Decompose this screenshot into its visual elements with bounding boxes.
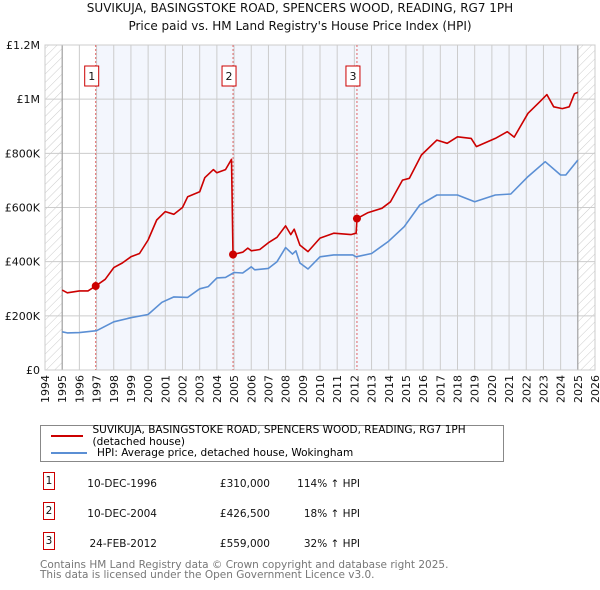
x-tick-label: 2008 [280, 375, 293, 403]
y-tick-label: £600K [5, 202, 41, 215]
x-tick-label: 2019 [469, 375, 482, 403]
sale-point [91, 282, 100, 291]
x-tick-label: 2020 [486, 375, 499, 403]
x-tick-label: 2001 [159, 375, 172, 403]
y-tick-label: £800K [5, 147, 41, 160]
price-chart: 1994 1995 1996 1997 1998 1999 2000 2001 2002 2003… [5, 39, 600, 403]
sale-hpi: 32% ↑ HPI [303, 538, 360, 550]
sale-label-border [84, 65, 100, 87]
sale-label-text: 2 [226, 70, 233, 83]
sale-badge: 2 [43, 502, 55, 520]
x-tick-label: 2023 [537, 375, 550, 403]
property-price-line [61, 91, 579, 294]
x-tick-label: 2025 [572, 375, 585, 403]
x-tick-label: 2005 [228, 375, 241, 403]
x-tick-label: 1994 [39, 375, 52, 403]
footer-licence: This data is licensed under the Open Gov… [40, 569, 375, 581]
x-tick-label: 2024 [555, 375, 568, 403]
legend-label: HPI: Average price, detached house, Woki… [97, 447, 354, 459]
sale-label-box: 3 [345, 65, 361, 87]
x-tick-label: 2006 [245, 375, 258, 403]
x-tick-label: 2009 [297, 375, 310, 403]
sale-point [229, 250, 238, 259]
x-tick-label: 2012 [348, 375, 361, 403]
x-tick-label: 2017 [434, 375, 447, 403]
x-tick-label: 2000 [142, 375, 155, 403]
chart-title: SUVIKUJA, BASINGSTOKE ROAD, SPENCERS WOO… [86, 1, 514, 15]
sale-date: 10-DEC-1996 [87, 478, 157, 490]
sale-badge: 3 [43, 532, 55, 550]
x-tick-label: 2022 [520, 375, 533, 403]
x-tick-label: 2011 [331, 375, 344, 403]
y-tick-label: £1M [17, 93, 41, 106]
sale-point [352, 214, 361, 223]
x-tick-label: 1997 [91, 375, 104, 403]
y-tick-label: £1.2M [6, 39, 40, 52]
sale-hpi: 18% ↑ HPI [303, 508, 360, 520]
sale-badge: 1 [43, 472, 55, 490]
x-tick-label: 1995 [56, 375, 69, 403]
x-tick-label: 2007 [262, 375, 275, 403]
sale-price: £426,500 [219, 508, 270, 520]
sale-label-box: 1 [84, 65, 100, 87]
sale-label-text: 1 [88, 70, 95, 83]
sale-price: £310,000 [219, 478, 270, 490]
x-tick-label: 1998 [108, 375, 121, 403]
sale-date: 24-FEB-2012 [89, 538, 157, 550]
footer: Contains HM Land Registry data © Crown c… [40, 559, 449, 581]
x-tick-label: 2013 [366, 375, 379, 403]
x-tick-label: 2016 [417, 375, 430, 403]
sale-label-text: 3 [349, 70, 356, 83]
x-tick-label: 1999 [125, 375, 138, 403]
x-tick-label: 2026 [589, 375, 600, 403]
x-tick-label: 2002 [177, 375, 190, 403]
plot-border [44, 44, 596, 371]
sale-date: 10-DEC-2004 [87, 508, 157, 520]
legend-swatch-blue [51, 452, 87, 454]
sale-label-border [221, 65, 237, 87]
hpi-line [62, 159, 579, 334]
legend-label: SUVIKUJA, BASINGSTOKE ROAD, SPENCERS WOO… [92, 424, 466, 448]
x-tick-label: 2018 [452, 375, 465, 403]
footer-copyright: Contains HM Land Registry data © Crown c… [40, 559, 449, 571]
y-tick-label: £400K [5, 256, 41, 269]
x-tick-label: 2003 [194, 375, 207, 403]
sale-price: £559,000 [219, 538, 270, 550]
sale-label-border [345, 65, 361, 87]
x-tick-label: 2021 [503, 375, 516, 403]
x-tick-label: 2014 [383, 375, 396, 403]
legend-item-hpi: HPI: Average price, detached house, Woki… [51, 445, 353, 461]
legend-item-property: SUVIKUJA, BASINGSTOKE ROAD, SPENCERS WOO… [51, 424, 503, 448]
x-tick-label: 2010 [314, 375, 327, 403]
chart-subtitle: Price paid vs. HM Land Registry's House … [128, 19, 472, 33]
legend-swatch-red [51, 435, 83, 437]
legend: SUVIKUJA, BASINGSTOKE ROAD, SPENCERS WOO… [40, 424, 504, 462]
x-tick-label: 2015 [400, 375, 413, 403]
y-tick-label: £200K [5, 310, 41, 323]
sale-hpi: 114% ↑ HPI [297, 478, 360, 490]
x-tick-label: 1996 [73, 375, 86, 403]
sale-label-box: 2 [221, 65, 237, 87]
y-tick-label: £0 [26, 364, 40, 377]
x-tick-label: 2004 [211, 375, 224, 403]
